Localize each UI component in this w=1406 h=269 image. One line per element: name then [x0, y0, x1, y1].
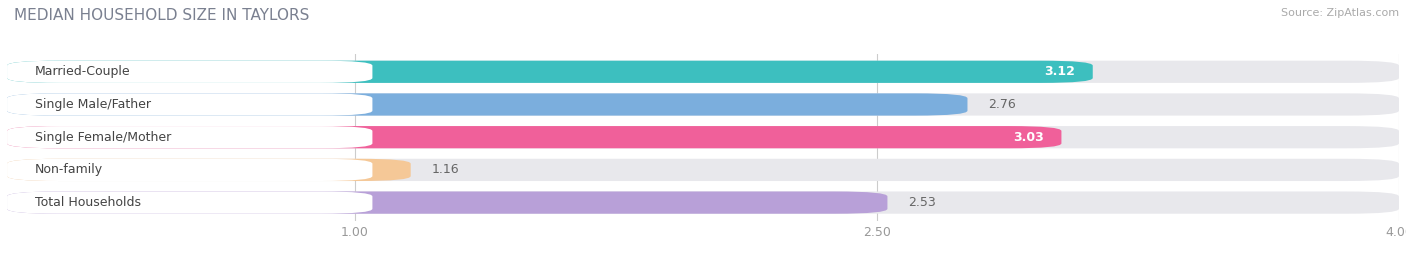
Text: MEDIAN HOUSEHOLD SIZE IN TAYLORS: MEDIAN HOUSEHOLD SIZE IN TAYLORS	[14, 8, 309, 23]
FancyBboxPatch shape	[7, 126, 373, 148]
Text: Married-Couple: Married-Couple	[35, 65, 131, 78]
Text: 3.03: 3.03	[1014, 131, 1045, 144]
Text: 3.12: 3.12	[1045, 65, 1076, 78]
FancyBboxPatch shape	[7, 93, 373, 116]
FancyBboxPatch shape	[7, 61, 373, 83]
FancyBboxPatch shape	[7, 192, 373, 214]
FancyBboxPatch shape	[7, 192, 1399, 214]
Text: 2.76: 2.76	[988, 98, 1017, 111]
Text: Total Households: Total Households	[35, 196, 141, 209]
Text: Source: ZipAtlas.com: Source: ZipAtlas.com	[1281, 8, 1399, 18]
Text: Single Female/Mother: Single Female/Mother	[35, 131, 172, 144]
FancyBboxPatch shape	[7, 61, 1092, 83]
FancyBboxPatch shape	[7, 93, 967, 116]
Text: Non-family: Non-family	[35, 163, 103, 176]
Text: Single Male/Father: Single Male/Father	[35, 98, 150, 111]
Text: 1.16: 1.16	[432, 163, 460, 176]
FancyBboxPatch shape	[7, 159, 411, 181]
FancyBboxPatch shape	[7, 126, 1399, 148]
Text: 2.53: 2.53	[908, 196, 936, 209]
FancyBboxPatch shape	[7, 159, 373, 181]
FancyBboxPatch shape	[7, 61, 1399, 83]
FancyBboxPatch shape	[7, 159, 1399, 181]
FancyBboxPatch shape	[7, 126, 1062, 148]
FancyBboxPatch shape	[7, 93, 1399, 116]
FancyBboxPatch shape	[7, 192, 887, 214]
